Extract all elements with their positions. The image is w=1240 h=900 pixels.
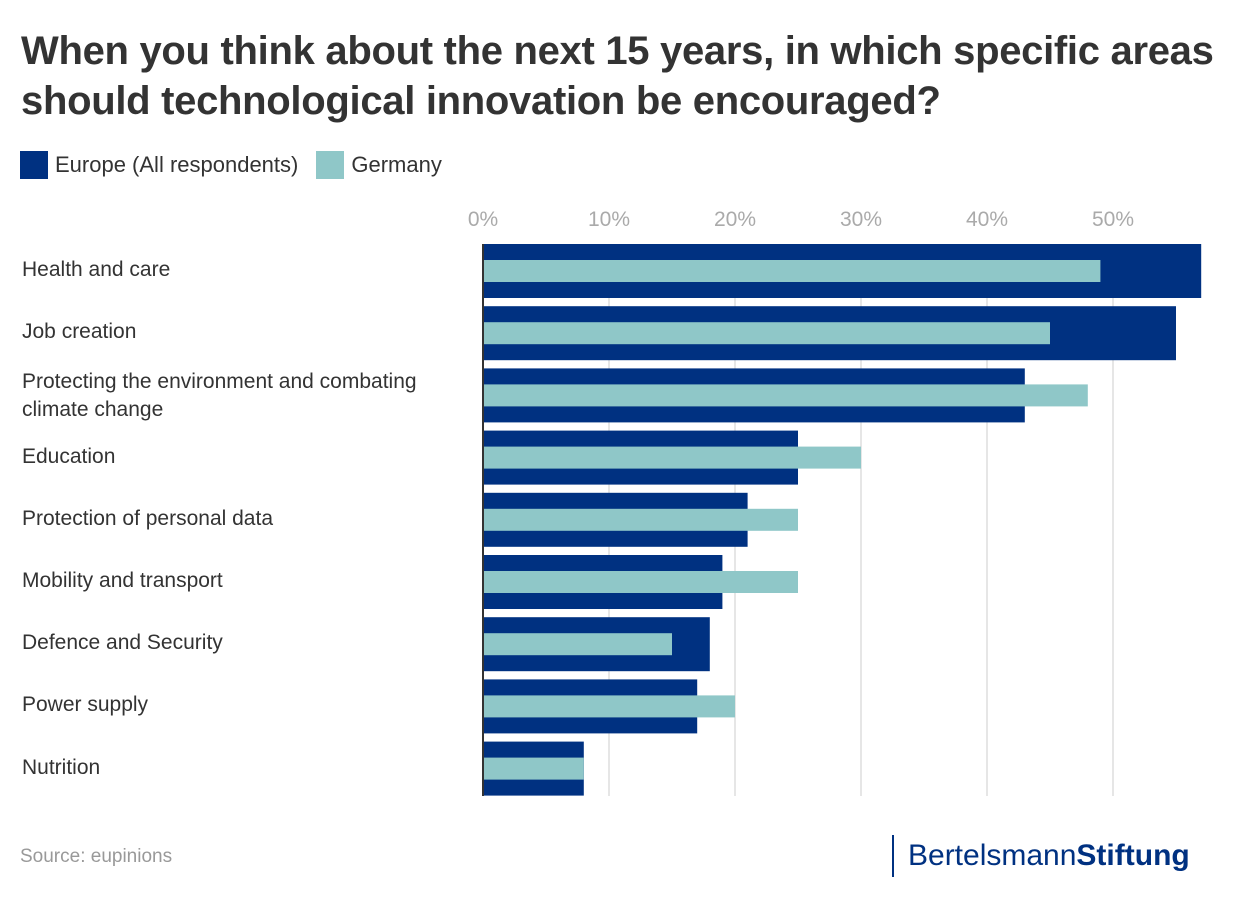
x-tick-label: 20% <box>713 208 757 231</box>
legend-item-europe: Europe (All respondents) <box>20 151 298 179</box>
category-label: Nutrition <box>22 755 101 779</box>
source-note: Source: eupinions <box>20 846 173 867</box>
x-tick-label: 10% <box>587 208 631 231</box>
bar-germany <box>483 322 1050 345</box>
category-label: Protecting the environment and combating… <box>22 370 417 422</box>
legend-swatch-germany <box>316 151 345 179</box>
legend-item-germany: Germany <box>316 151 442 179</box>
x-tick-label: 50% <box>1091 208 1135 231</box>
bar-germany <box>483 695 735 718</box>
bar-germany <box>483 571 798 593</box>
brand-part1: Bertelsmann <box>908 839 1077 872</box>
category-label: Power supply <box>22 693 149 717</box>
category-label: Job creation <box>22 320 137 344</box>
x-tick-label: 0% <box>467 208 499 231</box>
x-tick-label: 30% <box>839 208 883 231</box>
chart-title: When you think about the next 15 years, … <box>21 29 1214 123</box>
x-tick-label: 40% <box>965 208 1009 231</box>
bar-germany <box>483 260 1101 282</box>
legend: Europe (All respondents) Germany <box>20 151 460 179</box>
bar-germany <box>483 384 1088 407</box>
bar-germany <box>483 757 584 780</box>
category-label: Mobility and transport <box>22 569 223 592</box>
bar-germany <box>483 633 672 656</box>
legend-label-germany: Germany <box>351 152 442 177</box>
category-label: Health and care <box>22 258 171 281</box>
legend-swatch-europe <box>20 151 48 179</box>
brand-logo: Bertelsmann Stiftung <box>892 835 1190 877</box>
category-label: Protection of personal data <box>22 506 273 530</box>
bar-germany <box>483 508 798 531</box>
category-label: Defence and Security <box>22 631 223 655</box>
bar-germany <box>483 446 861 469</box>
legend-label-europe: Europe (All respondents) <box>55 152 299 177</box>
brand-part2: Stiftung <box>1076 839 1190 872</box>
category-label: Education <box>22 444 116 468</box>
